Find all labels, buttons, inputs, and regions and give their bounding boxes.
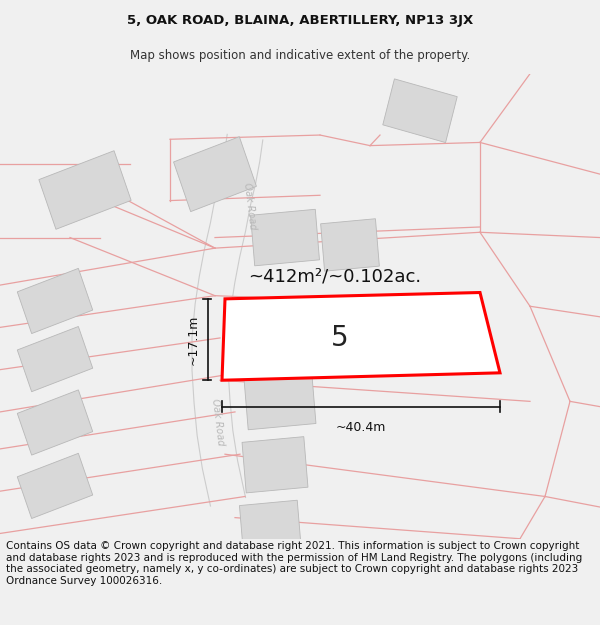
Text: ~40.4m: ~40.4m bbox=[336, 421, 386, 434]
Polygon shape bbox=[242, 437, 308, 493]
Text: ~412m²/~0.102ac.: ~412m²/~0.102ac. bbox=[248, 268, 421, 286]
Polygon shape bbox=[320, 219, 379, 271]
Polygon shape bbox=[17, 268, 93, 334]
Text: ~17.1m: ~17.1m bbox=[187, 314, 200, 365]
Polygon shape bbox=[17, 390, 93, 455]
Polygon shape bbox=[192, 134, 263, 506]
Polygon shape bbox=[383, 79, 457, 142]
Text: Oak Road: Oak Road bbox=[242, 182, 258, 230]
Polygon shape bbox=[222, 292, 500, 380]
Polygon shape bbox=[17, 326, 93, 392]
Polygon shape bbox=[39, 151, 131, 229]
Polygon shape bbox=[17, 453, 93, 519]
Polygon shape bbox=[173, 137, 256, 212]
Text: Map shows position and indicative extent of the property.: Map shows position and indicative extent… bbox=[130, 49, 470, 62]
Polygon shape bbox=[239, 500, 301, 546]
Text: Oak Road: Oak Road bbox=[210, 398, 226, 447]
Text: 5, OAK ROAD, BLAINA, ABERTILLERY, NP13 3JX: 5, OAK ROAD, BLAINA, ABERTILLERY, NP13 3… bbox=[127, 14, 473, 27]
Polygon shape bbox=[244, 373, 316, 430]
Polygon shape bbox=[251, 209, 319, 266]
Text: Contains OS data © Crown copyright and database right 2021. This information is : Contains OS data © Crown copyright and d… bbox=[6, 541, 582, 586]
Text: 5: 5 bbox=[331, 324, 349, 352]
